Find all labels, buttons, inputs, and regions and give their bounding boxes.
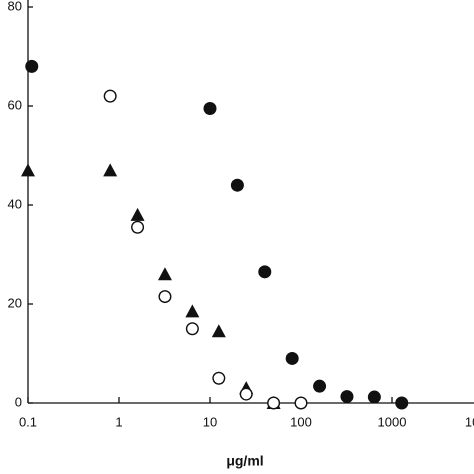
point xyxy=(103,163,118,177)
point xyxy=(185,304,200,318)
point xyxy=(258,265,272,279)
point xyxy=(212,371,226,385)
point xyxy=(158,290,172,304)
point xyxy=(367,390,381,404)
point xyxy=(25,59,39,73)
x-tick-label: 1000 xyxy=(378,414,407,429)
point xyxy=(340,390,354,404)
point xyxy=(313,379,327,393)
y-tick-label: 60 xyxy=(8,97,22,112)
x-axis-label: μg/ml xyxy=(226,453,263,469)
x-tick-label: 1 xyxy=(115,414,122,429)
point xyxy=(185,322,199,336)
point xyxy=(211,324,226,338)
point xyxy=(203,101,217,115)
point xyxy=(285,351,299,365)
point xyxy=(267,396,281,410)
point xyxy=(239,387,253,401)
x-tick-label: 100 xyxy=(290,414,312,429)
point xyxy=(103,89,117,103)
x-tick-label: 10 xyxy=(203,414,217,429)
point xyxy=(157,267,172,281)
point xyxy=(131,220,145,234)
y-tick-label: 40 xyxy=(8,196,22,211)
x-tick-label: 10000 xyxy=(465,414,474,429)
point xyxy=(230,178,244,192)
x-tick-label: 0.1 xyxy=(19,414,37,429)
point xyxy=(21,163,35,177)
y-tick-label: 0 xyxy=(15,394,22,409)
point xyxy=(395,396,409,410)
y-tick-label: 20 xyxy=(8,295,22,310)
point xyxy=(294,396,308,410)
point xyxy=(130,207,145,221)
y-tick-label: 80 xyxy=(8,0,22,13)
